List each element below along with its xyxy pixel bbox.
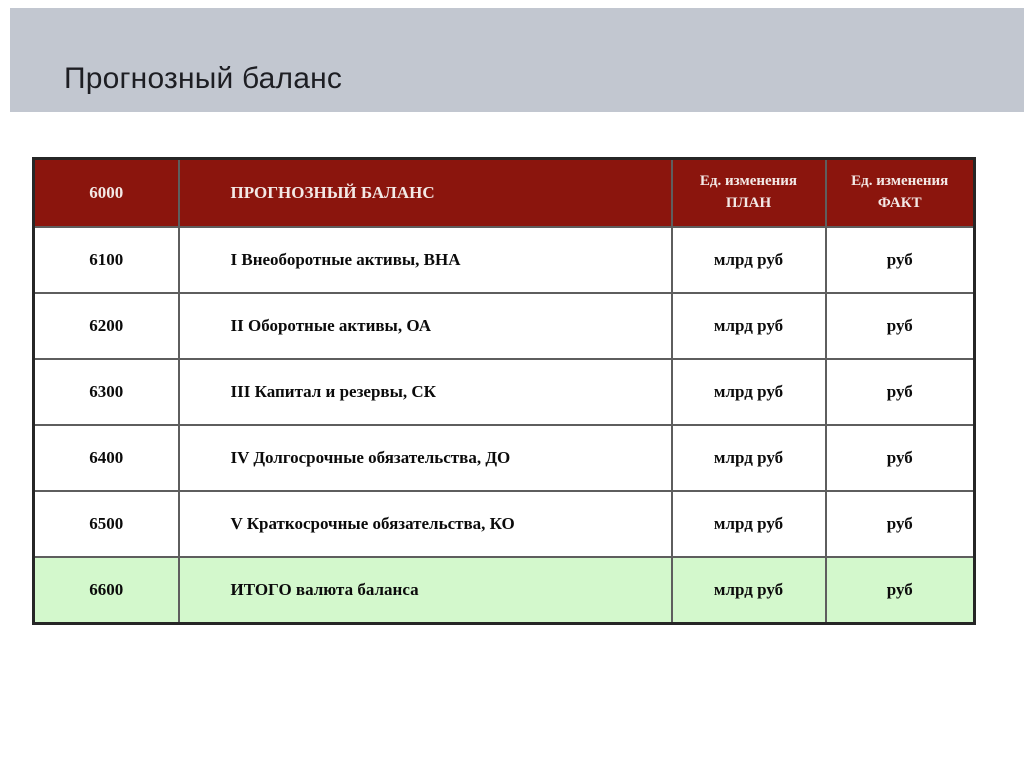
header-plan-unit-line2: ПЛАН [725, 195, 772, 211]
cell-plan-unit: млрд руб [670, 292, 827, 360]
forecast-balance-table: 6000 ПРОГНОЗНЫЙ БАЛАНС Ед. изменения ПЛАН… [32, 157, 976, 625]
table-row: 6600 ИТОГО валюта баланса млрд руб руб [32, 556, 976, 625]
table-row: 6500 V Краткосрочные обязательства, КО м… [32, 490, 976, 558]
cell-name: I Внеоборотные активы, ВНА [177, 226, 673, 294]
table-header-row: 6000 ПРОГНОЗНЫЙ БАЛАНС Ед. изменения ПЛАН… [32, 157, 976, 228]
cell-code: 6500 [32, 490, 180, 558]
cell-name: III Капитал и резервы, СК [177, 358, 673, 426]
cell-plan-unit: млрд руб [670, 226, 827, 294]
header-fact-unit-line1: Ед. изменения [851, 173, 949, 190]
cell-name: II Оборотные активы, ОА [177, 292, 673, 360]
header-cell-name: ПРОГНОЗНЫЙ БАЛАНС [177, 157, 673, 228]
cell-code: 6400 [32, 424, 180, 492]
cell-fact-unit: руб [824, 556, 976, 625]
cell-code: 6100 [32, 226, 180, 294]
header-cell-code: 6000 [32, 157, 180, 228]
cell-code: 6300 [32, 358, 180, 426]
cell-plan-unit: млрд руб [670, 424, 827, 492]
table-row: 6200 II Оборотные активы, ОА млрд руб ру… [32, 292, 976, 360]
cell-code: 6200 [32, 292, 180, 360]
cell-name: IV Долгосрочные обязательства, ДО [177, 424, 673, 492]
slide-title: Прогнозный баланс [64, 62, 343, 95]
table-row: 6300 III Капитал и резервы, СК млрд руб … [32, 358, 976, 426]
cell-fact-unit: руб [824, 358, 976, 426]
cell-name: ИТОГО валюта баланса [177, 556, 673, 625]
header-fact-unit-line2: ФАКТ [877, 195, 922, 211]
header-cell-plan-unit: Ед. изменения ПЛАН [670, 157, 827, 228]
header-plan-unit-line1: Ед. изменения [699, 173, 798, 190]
cell-fact-unit: руб [824, 226, 976, 294]
table-row: 6100 I Внеоборотные активы, ВНА млрд руб… [32, 226, 976, 294]
cell-plan-unit: млрд руб [670, 358, 827, 426]
header-cell-fact-unit: Ед. изменения ФАКТ [824, 157, 976, 228]
cell-plan-unit: млрд руб [670, 556, 827, 625]
title-band: Прогнозный баланс [10, 8, 1024, 112]
table-row: 6400 IV Долгосрочные обязательства, ДО м… [32, 424, 976, 492]
cell-fact-unit: руб [824, 292, 976, 360]
cell-code: 6600 [32, 556, 180, 625]
cell-plan-unit: млрд руб [670, 490, 827, 558]
cell-name: V Краткосрочные обязательства, КО [177, 490, 673, 558]
cell-fact-unit: руб [824, 490, 976, 558]
cell-fact-unit: руб [824, 424, 976, 492]
